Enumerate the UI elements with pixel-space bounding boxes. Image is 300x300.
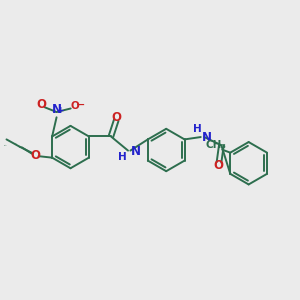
Text: ethyl: ethyl <box>14 142 17 144</box>
Text: O: O <box>36 98 46 111</box>
Text: ethyl: ethyl <box>4 145 7 146</box>
Text: H: H <box>118 152 127 162</box>
Text: +: + <box>57 106 64 115</box>
Text: O: O <box>70 101 79 111</box>
Text: O: O <box>30 149 40 162</box>
Text: O: O <box>213 159 224 172</box>
Text: −: − <box>75 100 85 110</box>
Text: H: H <box>194 124 202 134</box>
Text: N: N <box>130 145 140 158</box>
Text: O: O <box>112 111 122 124</box>
Text: CH₃: CH₃ <box>206 140 227 150</box>
Text: N: N <box>52 103 61 116</box>
Text: N: N <box>202 130 212 143</box>
